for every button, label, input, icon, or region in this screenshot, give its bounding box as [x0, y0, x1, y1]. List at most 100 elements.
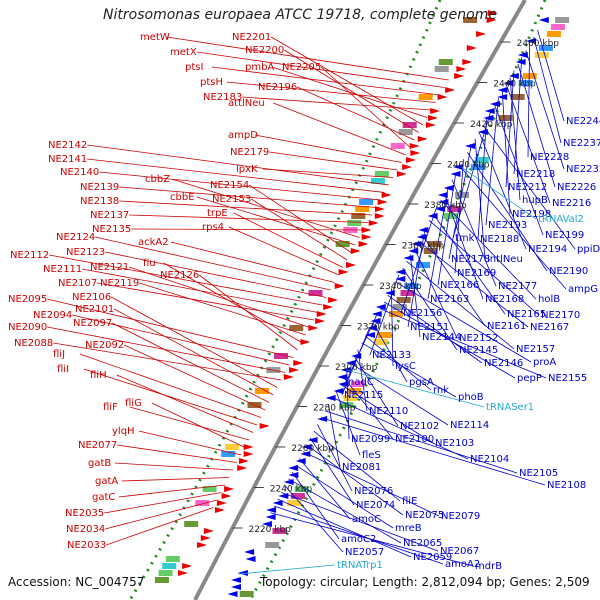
- right-leader-line: [372, 322, 408, 383]
- feature-block: [335, 241, 350, 247]
- forward-feature: [300, 339, 311, 345]
- right-leader-line: [494, 104, 544, 236]
- tick-label: 2320 kbp: [357, 323, 400, 333]
- right-leader-line: [517, 63, 556, 188]
- forward-feature: [425, 122, 436, 128]
- left-label: NE2033: [67, 540, 106, 551]
- right-leader-line: [339, 383, 434, 444]
- feature-block: [518, 80, 533, 86]
- forward-feature: [293, 360, 304, 366]
- feature-block: [265, 542, 280, 548]
- feature-block: [374, 171, 389, 177]
- right-leader-line: [525, 50, 565, 170]
- left-label: fliH: [90, 370, 107, 381]
- feature-block: [551, 24, 566, 30]
- right-leader-line: [390, 288, 394, 367]
- right-leader-line: [413, 247, 458, 339]
- right-leader-line: [482, 124, 576, 250]
- rna-label: tRNATrp1: [337, 560, 383, 571]
- forward-feature: [487, 10, 498, 16]
- feature-block: [438, 59, 453, 65]
- right-label: NE2075: [405, 510, 444, 521]
- right-label: NE2145: [459, 345, 498, 356]
- map-title: Nitrosomonas europaea ATCC 19718, comple…: [103, 7, 497, 23]
- feature-block: [195, 500, 210, 506]
- forward-feature: [417, 136, 428, 142]
- forward-feature: [410, 150, 421, 156]
- right-label: tmk: [455, 233, 475, 244]
- left-leader-line: [269, 151, 398, 171]
- left-label: pmbA: [245, 62, 274, 73]
- left-label: NE2101: [75, 304, 114, 315]
- forward-feature: [197, 542, 208, 548]
- left-leader-line: [121, 477, 230, 482]
- left-label: fiu: [143, 258, 156, 269]
- reverse-feature: [230, 584, 241, 590]
- left-label: cbbZ: [145, 174, 170, 185]
- right-leader-line: [295, 464, 394, 529]
- right-leader-line: [505, 84, 551, 204]
- feature-block: [538, 45, 553, 51]
- reverse-feature: [364, 332, 375, 338]
- forward-feature: [243, 451, 254, 457]
- left-leader-line: [111, 296, 278, 388]
- right-leader-line: [277, 498, 412, 558]
- reverse-feature: [484, 108, 495, 114]
- reverse-feature: [452, 164, 463, 170]
- left-leader-line: [105, 251, 327, 298]
- feature-block: [534, 52, 549, 58]
- forward-feature: [214, 507, 225, 513]
- feature-block: [239, 591, 254, 597]
- left-leader-line: [283, 49, 419, 133]
- right-leader-line: [421, 233, 486, 327]
- right-label: mreB: [395, 523, 422, 534]
- left-label: fliI: [57, 364, 69, 375]
- left-label: NE2183: [203, 92, 242, 103]
- feature-block: [555, 17, 570, 23]
- left-leader-line: [131, 228, 364, 231]
- left-leader-line: [124, 344, 266, 411]
- right-label: NE2193: [488, 220, 527, 231]
- right-label: NE2216: [552, 198, 591, 209]
- right-leader-line: [302, 451, 440, 517]
- forward-feature: [328, 297, 339, 303]
- right-label: NE2151: [410, 322, 449, 333]
- right-leader-line: [324, 410, 518, 474]
- left-leader-line: [170, 241, 335, 283]
- left-label: gatC: [92, 492, 115, 503]
- forward-feature: [377, 199, 388, 205]
- left-leader-line: [163, 262, 302, 343]
- reverse-feature: [427, 213, 438, 219]
- right-leader-line: [357, 349, 368, 412]
- tick-label: 2340 kbp: [379, 282, 422, 292]
- left-label: metW: [140, 32, 170, 43]
- reverse-feature: [340, 367, 351, 373]
- left-leader-line: [117, 444, 238, 463]
- feature-block: [347, 220, 362, 226]
- feature-block: [158, 570, 173, 576]
- rna-leader-line: [346, 369, 485, 408]
- feature-block: [415, 262, 430, 268]
- right-label: NE2081: [342, 462, 381, 473]
- reverse-feature: [517, 52, 528, 58]
- left-label: gatB: [88, 458, 111, 469]
- reverse-feature: [261, 521, 272, 527]
- feature-block: [255, 388, 270, 394]
- left-label: NE2092: [85, 340, 124, 351]
- reverse-feature: [265, 514, 276, 520]
- feature-block: [351, 213, 366, 219]
- tick-label: 2280 kbp: [313, 404, 356, 414]
- forward-feature: [308, 325, 319, 331]
- right-label: nadC: [348, 377, 374, 388]
- left-label: ylqH: [112, 426, 135, 437]
- right-label: holB: [538, 294, 560, 305]
- left-label: metX: [170, 47, 197, 58]
- right-label: NE2166: [440, 280, 479, 291]
- forward-feature: [437, 94, 448, 100]
- left-label: fliJ: [53, 349, 65, 360]
- forward-feature: [182, 563, 193, 569]
- forward-feature: [203, 528, 214, 534]
- tick-label: 2220 kbp: [248, 525, 291, 535]
- left-leader-line: [139, 282, 306, 336]
- left-leader-line: [138, 430, 242, 456]
